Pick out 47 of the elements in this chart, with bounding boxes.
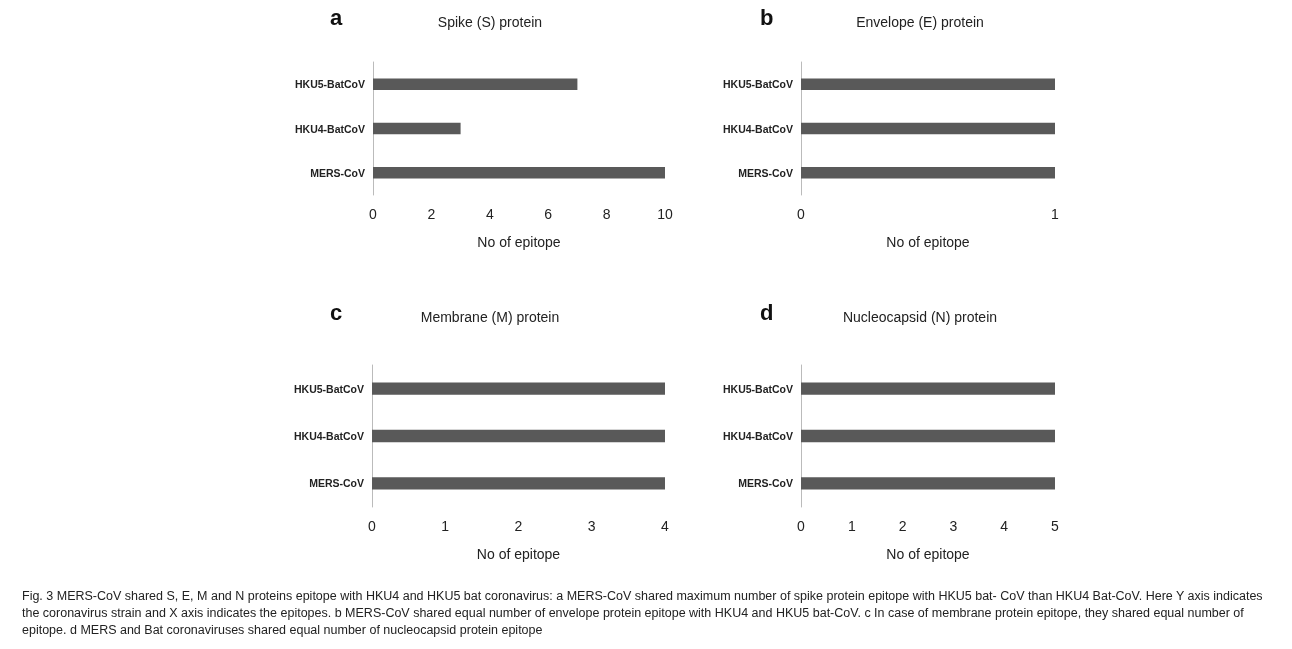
x-tick-label: 1 — [1051, 206, 1060, 222]
chart-title: Envelope (E) protein — [856, 14, 984, 30]
x-tick-label: 8 — [602, 206, 611, 222]
y-tick-label: HKU4-BatCoV — [294, 122, 365, 135]
caption: Fig. 3 MERS-CoV shared S, E, M and N proteins epitope with HKU4 and HKU5 bat coronavirus: a MERS-CoV shared maximum number of spike protein epitope with HKU5 bat- CoV than HKU4 Bat-CoV. Here Y axis indicates the coronavirus strain and X axis indicates the epitopes. b MERS-CoV shared equal number of envelope protein epitope with HKU4 and HKU5 bat-CoV. c In case of membrane protein epitope, they shared equal number of epitope. d MERS and Bat coronaviruses shared equal number of nucleocapsid protein epitope — [22, 588, 1264, 639]
y-tick-label: HKU5-BatCoV — [722, 382, 793, 395]
x-tick-label: 2 — [514, 518, 523, 534]
x-axis-title: No of epitope — [477, 234, 561, 250]
x-tick-label: 2 — [898, 518, 907, 534]
x-tick-label: 0 — [368, 518, 377, 534]
chart-title: Spike (S) protein — [437, 14, 543, 30]
bar — [373, 122, 461, 135]
y-tick-label: HKU4-BatCoV — [722, 122, 793, 135]
x-tick-label: 0 — [797, 518, 806, 534]
x-axis-title: No of epitope — [886, 234, 970, 250]
y-tick-label: HKU4-BatCoV — [722, 430, 793, 442]
x-tick-label: 3 — [587, 518, 596, 534]
y-tick-label: HKU5-BatCoV — [293, 382, 364, 395]
x-tick-label: 1 — [441, 518, 450, 534]
text: d — [760, 299, 774, 325]
text: b — [760, 4, 774, 30]
chart-title: Membrane (M) protein — [420, 309, 560, 325]
y-tick-label: MERS-CoV — [738, 477, 793, 490]
x-axis-title: No of epitope — [476, 546, 561, 562]
x-tick-label: 2 — [427, 206, 436, 222]
text: a — [330, 4, 343, 30]
x-tick-label: 10 — [657, 206, 673, 222]
x-tick-label: 5 — [1051, 518, 1060, 534]
bar — [373, 167, 665, 179]
x-tick-label: 4 — [661, 518, 670, 534]
x-tick-label: 0 — [797, 206, 806, 222]
x-axis-title: No of epitope — [886, 546, 970, 562]
text: c — [330, 299, 343, 325]
x-tick-label: 1 — [847, 518, 856, 534]
x-tick-label: 6 — [544, 206, 553, 222]
y-tick-label: HKU5-BatCoV — [294, 78, 365, 91]
x-tick-label: 0 — [369, 206, 378, 222]
y-tick-label: HKU4-BatCoV — [293, 430, 364, 442]
y-tick-label: MERS-CoV — [310, 166, 365, 179]
chart-title: Nucleocapsid (N) protein — [842, 309, 998, 325]
x-tick-label: 3 — [949, 518, 958, 534]
y-tick-label: MERS-CoV — [738, 166, 793, 179]
x-tick-label: 4 — [1000, 518, 1009, 534]
bar — [373, 78, 578, 90]
y-tick-label: HKU5-BatCoV — [722, 78, 793, 91]
x-tick-label: 4 — [485, 206, 494, 222]
y-tick-label: MERS-CoV — [309, 477, 364, 490]
